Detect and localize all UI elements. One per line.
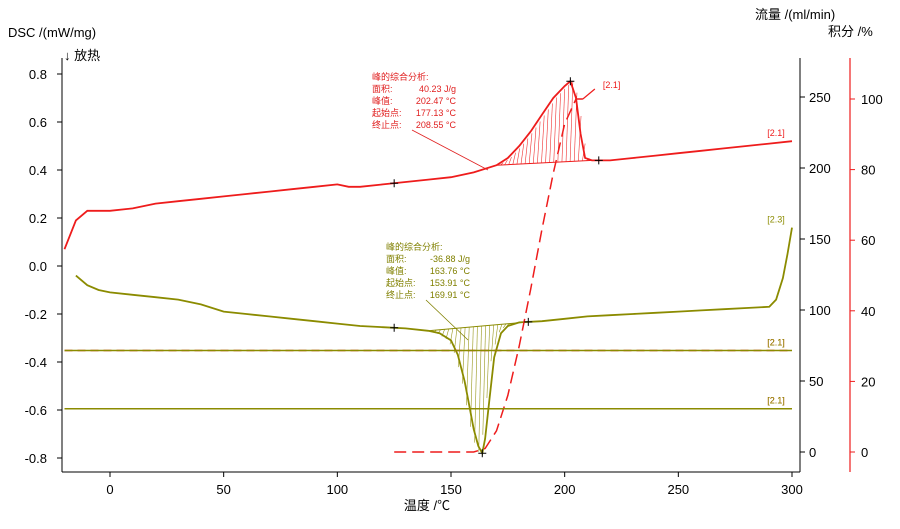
y-integral-tick-label: 20 — [861, 374, 875, 389]
y-left-tick-label: 0.6 — [29, 115, 47, 130]
x-tick-label: 0 — [106, 482, 113, 497]
peak-hatch — [487, 325, 490, 398]
y-integral-tick-label: 0 — [861, 445, 868, 460]
peak-marker — [595, 156, 603, 164]
y-flow-tick-label: 200 — [809, 161, 831, 176]
peak-analysis-value: 163.76 °C — [430, 266, 471, 276]
peak-hatch — [570, 81, 573, 161]
peak-marker — [390, 324, 398, 332]
peak-marker — [478, 449, 486, 457]
x-tick-label: 200 — [554, 482, 576, 497]
peak-hatch — [566, 85, 569, 162]
y-left-tick-label: -0.6 — [25, 403, 47, 418]
y-left-tick-label: -0.2 — [25, 307, 47, 322]
peak-analysis-value: 40.23 J/g — [419, 84, 456, 94]
peak-hatch — [491, 325, 494, 361]
y-left-tick-label: 0.0 — [29, 259, 47, 274]
peak-analysis-label: 面积: — [386, 253, 407, 264]
peak-hatch — [541, 115, 544, 162]
peak-hatch — [479, 326, 482, 452]
curve-label-leader — [583, 89, 595, 99]
peak-hatch — [546, 109, 549, 162]
curve-label: [2.1] — [767, 396, 785, 406]
peak-analysis-value: 169.91 °C — [430, 290, 471, 300]
peak-hatch — [499, 324, 502, 332]
curve-label: [2.1] — [603, 80, 621, 90]
y-left-tick-label: 0.8 — [29, 67, 47, 82]
peak-analysis-label: 起始点: — [386, 277, 416, 288]
peak-analysis-label: 峰值: — [386, 265, 407, 276]
peak-baseline — [496, 160, 591, 165]
peak-analysis-leader — [412, 130, 488, 170]
peak-analysis-title: 峰的综合分析: — [372, 71, 429, 82]
peak-hatch — [550, 103, 553, 162]
peak-analysis-title: 峰的综合分析: — [386, 241, 443, 252]
curve-label: [2.1] — [767, 128, 785, 138]
y-left-tick-label: -0.4 — [25, 355, 47, 370]
series-line-2 — [394, 99, 583, 452]
y-left-direction-label: ↓ 放热 — [64, 48, 100, 63]
x-tick-label: 150 — [440, 482, 462, 497]
peak-analysis-value: 202.47 °C — [416, 96, 457, 106]
y-left-tick-label: -0.8 — [25, 451, 47, 466]
x-tick-label: 50 — [216, 482, 230, 497]
peak-hatch — [513, 153, 516, 165]
x-tick-label: 250 — [667, 482, 689, 497]
peak-analysis-label: 峰值: — [372, 95, 393, 106]
y-integral-tick-label: 80 — [861, 163, 875, 178]
peak-hatch — [525, 139, 528, 164]
peak-hatch — [517, 148, 520, 164]
x-axis-title: 温度 /℃ — [404, 498, 450, 513]
y-integral-tick-label: 40 — [861, 304, 875, 319]
curve-label: [2.3] — [767, 215, 785, 225]
peak-hatch — [509, 157, 512, 165]
y-integral-tick-label: 100 — [861, 92, 883, 107]
y-left-title: DSC /(mW/mg) — [8, 25, 96, 40]
peak-analysis-value: 153.91 °C — [430, 278, 471, 288]
peak-hatch — [537, 122, 540, 164]
peak-hatch — [533, 128, 536, 164]
peak-analysis-value: 177.13 °C — [416, 108, 457, 118]
y-flow-tick-label: 150 — [809, 232, 831, 247]
peak-analysis-label: 面积: — [372, 83, 393, 94]
peak-hatch — [521, 144, 524, 164]
peak-hatch — [554, 98, 557, 163]
curve-label: [2.1] — [767, 337, 785, 347]
peak-analysis-leader — [426, 300, 468, 340]
peak-analysis-label: 起始点: — [372, 107, 402, 118]
y-flow-tick-label: 100 — [809, 303, 831, 318]
y-flow-title: 流量 /(ml/min) — [755, 7, 835, 22]
y-left-tick-label: 0.2 — [29, 211, 47, 226]
peak-marker — [390, 179, 398, 187]
peak-analysis-label: 终止点: — [386, 289, 416, 300]
peak-hatch — [475, 326, 478, 442]
y-flow-tick-label: 50 — [809, 374, 823, 389]
peak-hatch — [483, 326, 486, 435]
peak-marker — [524, 318, 532, 326]
y-flow-tick-label: 0 — [809, 445, 816, 460]
peak-hatch — [495, 325, 498, 345]
peak-hatch — [529, 133, 532, 163]
y-integral-tick-label: 60 — [861, 233, 875, 248]
y-integral-title: 积分 /% — [828, 24, 873, 39]
y-left-tick-label: 0.4 — [29, 163, 47, 178]
series-line-0 — [65, 81, 793, 249]
x-tick-label: 100 — [326, 482, 348, 497]
x-tick-label: 300 — [781, 482, 803, 497]
peak-analysis-value: -36.88 J/g — [430, 254, 470, 264]
peak-analysis-label: 终止点: — [372, 119, 402, 130]
y-flow-tick-label: 250 — [809, 90, 831, 105]
peak-analysis-value: 208.55 °C — [416, 120, 457, 130]
